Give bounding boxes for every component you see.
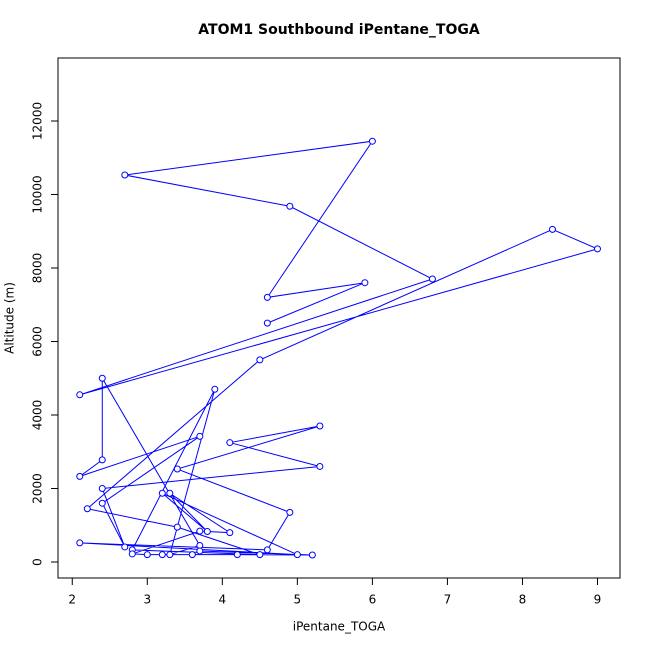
data-point [548, 225, 556, 233]
data-point [593, 245, 601, 253]
data-point [158, 551, 166, 559]
data-point [166, 551, 174, 559]
y-tick-label: 12000 [31, 102, 45, 140]
data-point [286, 202, 294, 210]
data-point [188, 551, 196, 559]
data-point [196, 432, 204, 440]
data-point [286, 508, 294, 516]
x-tick-label: 2 [68, 593, 76, 607]
data-point [173, 465, 181, 473]
plot-frame [57, 57, 621, 579]
data-point [263, 293, 271, 301]
data-point [76, 539, 84, 547]
data-point [203, 528, 211, 536]
data-point [256, 551, 264, 559]
data-point [83, 505, 91, 513]
data-point [316, 462, 324, 470]
x-tick-label: 7 [444, 593, 452, 607]
data-point [263, 319, 271, 327]
data-point [211, 385, 219, 393]
y-tick-label: 6000 [31, 326, 45, 357]
data-point [256, 356, 264, 364]
data-point [263, 546, 271, 554]
data-point [98, 485, 106, 493]
data-point [143, 551, 151, 559]
data-point [173, 523, 181, 531]
data-point [233, 551, 241, 559]
x-tick-label: 6 [369, 593, 377, 607]
x-tick-label: 4 [219, 593, 227, 607]
data-point [368, 137, 376, 145]
y-tick-label: 4000 [31, 400, 45, 431]
x-tick-label: 3 [143, 593, 151, 607]
y-tick-label: 8000 [31, 253, 45, 284]
x-axis-label: iPentane_TOGA [293, 620, 386, 634]
y-tick-label: 10000 [31, 175, 45, 213]
data-point [196, 527, 204, 535]
data-point [226, 529, 234, 537]
data-point [308, 551, 316, 559]
data-point [76, 472, 84, 480]
y-axis-label: Altitude (m) [3, 282, 17, 354]
data-point [98, 374, 106, 382]
data-point [121, 543, 129, 551]
data-point [128, 550, 136, 558]
data-point [316, 422, 324, 430]
data-point [293, 551, 301, 559]
x-tick-label: 9 [594, 593, 602, 607]
y-tick-label: 0 [31, 558, 45, 566]
data-point [121, 171, 129, 179]
data-point [428, 275, 436, 283]
x-tick-label: 5 [294, 593, 302, 607]
data-line [79, 140, 599, 556]
data-point [226, 439, 234, 447]
data-point [158, 489, 166, 497]
data-point [361, 279, 369, 287]
data-point [98, 456, 106, 464]
data-point [76, 391, 84, 399]
data-point [98, 499, 106, 507]
data-point [166, 489, 174, 497]
x-tick-label: 8 [519, 593, 527, 607]
chart-title: ATOM1 Southbound iPentane_TOGA [198, 22, 480, 38]
data-point [196, 547, 204, 555]
y-tick-label: 2000 [31, 473, 45, 504]
